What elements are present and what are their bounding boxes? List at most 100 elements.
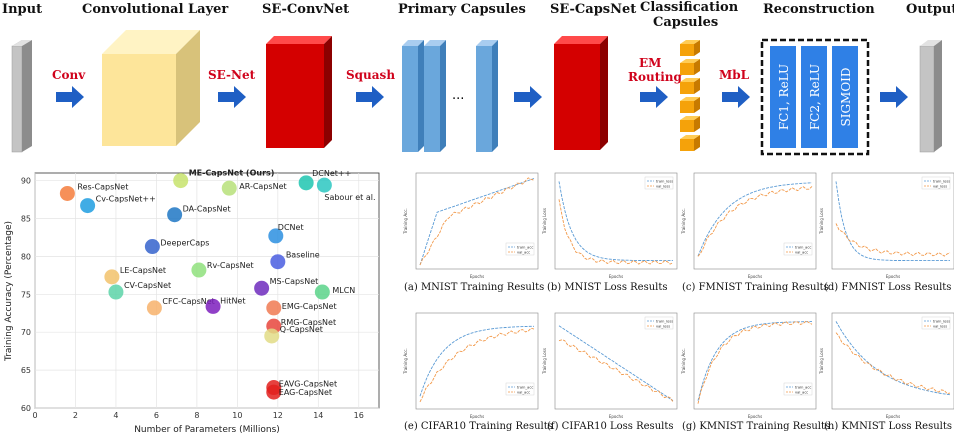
point-hitnet — [205, 298, 221, 314]
recon-block-fc1: FC1, ReLU — [777, 64, 791, 130]
y-tick-label: 70 — [21, 328, 31, 337]
y-tick-label: 60 — [21, 404, 31, 413]
point-res-capsnet — [59, 185, 75, 201]
mini-xlabel: Epochs — [470, 414, 484, 419]
op-squash: Squash — [346, 68, 396, 82]
header-primary-capsules: Primary Capsules — [398, 2, 526, 17]
point-ms-capsnet — [254, 280, 270, 296]
mini-xlabel: Epochs — [609, 414, 623, 419]
se-convnet-block — [266, 36, 332, 148]
mini-plot-caption: (f) CIFAR10 Loss Results — [547, 421, 674, 432]
point-deepercaps — [144, 239, 160, 255]
series-line-train_acc — [419, 325, 534, 397]
legend-label: train_acc — [795, 246, 811, 250]
x-tick-label: 10 — [232, 411, 242, 420]
mini-ylabel: Training Loss — [819, 208, 824, 235]
arrow-icon — [640, 86, 668, 108]
arrow-icon — [356, 86, 384, 108]
point-dcnet — [298, 175, 314, 191]
point-rv-capsnet — [191, 262, 207, 278]
header-classification: Classification — [640, 0, 739, 15]
mini-plot-caption: (b) MNIST Loss Results — [547, 282, 668, 293]
point-emg-capsnet — [266, 300, 282, 316]
series-line-val_loss — [835, 332, 951, 394]
mini-ylabel: Training Acc. — [403, 348, 408, 374]
x-tick-label: 8 — [194, 411, 199, 420]
series-line-val_loss — [558, 339, 674, 403]
op-routing: Routing — [628, 70, 682, 84]
legend-label: train_loss — [656, 320, 673, 324]
arrow-icon — [722, 86, 750, 108]
x-axis-label: Number of Parameters (Millions) — [134, 425, 280, 435]
se-capsnet-block — [554, 36, 608, 150]
mini-ylabel: Training Loss — [542, 348, 547, 375]
legend-label: val_acc — [795, 251, 808, 255]
input-slab — [11, 40, 32, 153]
arrow-icons — [56, 86, 908, 108]
mini-xlabel: Epochs — [886, 414, 900, 419]
mini-xlabel: Epochs — [609, 274, 623, 279]
point-label-cv-capsnet: Cv-CapsNet++ — [96, 195, 156, 204]
series-line-train_acc — [697, 321, 812, 401]
point-label-cfc-capsnet: CFC-CapsNet — [162, 297, 214, 306]
header-se-convnet: SE-ConvNet — [262, 2, 350, 17]
header-se-capsnet: SE-CapsNet — [550, 2, 637, 17]
point-label-dcnet: DCNet — [278, 223, 304, 232]
series-line-train_loss — [835, 321, 951, 396]
series-line-train_loss — [835, 181, 950, 262]
point-label-le-capsnet: LE-CapsNet — [120, 266, 166, 275]
x-tick-label: 2 — [73, 411, 78, 420]
x-tick-label: 4 — [113, 411, 118, 420]
reconstruction-box — [760, 38, 870, 156]
series-line-train_loss — [558, 181, 673, 262]
point-cv-capsnet — [108, 284, 124, 300]
point-label-mlcn: MLCN — [332, 286, 355, 295]
header-conv-layer: Convolutional Layer — [82, 2, 229, 17]
arrow-icon — [514, 86, 542, 108]
point-label-res-capsnet: Res-CapsNet — [77, 182, 128, 191]
mini-xlabel: Epochs — [748, 414, 762, 419]
series-line-train_acc — [697, 182, 813, 257]
y-tick-label: 90 — [21, 177, 31, 186]
caps-ellipsis: ... — [452, 88, 465, 103]
legend-label: val_acc — [517, 391, 530, 395]
mini-plot-caption: (e) CIFAR10 Training Results — [404, 421, 553, 432]
point-label-eag-capsnet: EAG-CapsNet — [279, 388, 332, 397]
legend-label: val_acc — [517, 251, 530, 255]
point-label-rmg-capsnet: RMG-CapsNet — [281, 318, 336, 327]
x-tick-label: 16 — [354, 411, 364, 420]
series-line-train_acc — [419, 178, 535, 266]
point-label-me-capsnet-ours: ME-CapsNet (Ours) — [189, 169, 275, 178]
arrow-icon — [880, 86, 908, 108]
point-label-q-capsnet: Q-CapsNet — [280, 325, 323, 334]
legend-label: train_acc — [517, 386, 533, 390]
x-tick-label: 6 — [154, 411, 159, 420]
series-line-val_loss — [835, 223, 951, 257]
op-em: EM — [639, 56, 662, 70]
legend-label: val_loss — [933, 185, 947, 189]
mini-plot-caption: (d) FMNIST Loss Results — [824, 282, 952, 293]
point-ar-capsnet — [221, 180, 237, 196]
mini-ylabel: Training Acc. — [403, 208, 408, 234]
mini-plot-caption: (c) FMNIST Training Results — [682, 282, 829, 293]
legend-label: val_loss — [656, 185, 670, 189]
legend-label: val_loss — [656, 325, 670, 329]
point-label-ar-capsnet: AR-CapsNet — [239, 182, 286, 191]
point-q-capsnet — [264, 328, 280, 344]
point-mlcn — [314, 284, 330, 300]
primary-capsule-slabs — [402, 40, 498, 152]
series-line-val_acc — [697, 320, 813, 404]
mini-plot-caption: (h) KMNIST Loss Results — [824, 421, 953, 432]
conv-block — [102, 30, 200, 146]
legend-label: train_acc — [517, 246, 533, 250]
mini-plot-caption: (g) KMNIST Training Results — [682, 421, 831, 432]
recon-block-sigmoid: SIGMOID — [839, 67, 853, 126]
arrow-icon — [56, 86, 84, 108]
point-label-baseline: Baseline — [286, 251, 320, 260]
recon-block-fc2: FC2, ReLU — [808, 64, 822, 130]
point-eag-capsnet — [266, 384, 282, 400]
